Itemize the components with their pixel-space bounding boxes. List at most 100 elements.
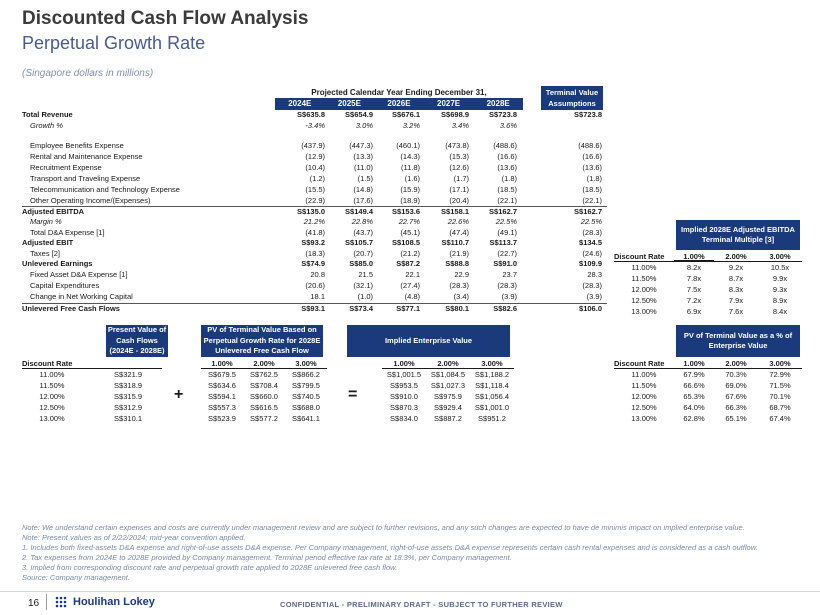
table-cell: 68.7%: [769, 403, 791, 412]
footnotes: Note: We understand certain expenses and…: [22, 523, 758, 583]
iev-header: Implied Enterprise Value: [347, 325, 510, 357]
discount-rate: 12.00%: [39, 392, 65, 401]
terminal-value: 22.5%: [580, 217, 602, 226]
table-row: Fixed Asset D&A Expense [1] 20.8 21.5 22.1 2…: [22, 270, 607, 281]
table-cell: 6.9x: [686, 307, 702, 316]
row-label: Telecommunication and Technology Expense: [30, 185, 180, 194]
row-value: (47.4): [449, 228, 469, 237]
table-row: Growth % -3.4% 3.0% 3.2% 3.4% 3.6%: [22, 121, 607, 132]
table-row: Adjusted EBIT S$93.2 S$105.7 S$108.5 S$110.7…: [22, 238, 607, 249]
table-row: S$1,001.5 S$1,084.5 S$1,188.2: [382, 369, 514, 380]
row-value: 21.5: [358, 270, 373, 279]
row-value: S$113.7: [489, 238, 517, 247]
row-value: S$135.0: [297, 207, 325, 216]
row-value: (28.3): [449, 281, 469, 290]
row-value: (17.6): [353, 196, 373, 205]
table-row: S$870.3 S$929.4 S$1,001.0: [382, 402, 514, 413]
row-value: (17.1): [449, 185, 469, 194]
row-label: Transport and Traveling Expense: [30, 174, 141, 183]
table-row: S$557.3 S$616.5 S$688.0: [201, 402, 327, 413]
table-row: 12.50% 64.0% 66.3% 68.7%: [614, 402, 802, 413]
terminal-value: (28.3): [582, 228, 602, 237]
table-row: 11.50% S$318.9: [22, 380, 162, 391]
table-cell: S$688.0: [292, 403, 320, 412]
table-cell: S$866.2: [292, 370, 320, 379]
table-cell: 64.0%: [683, 403, 705, 412]
discount-rate: 11.50%: [39, 381, 65, 390]
row-label: Rental and Maintenance Expense: [30, 152, 143, 161]
table-row: S$953.5 S$1,027.3 S$1,118.4: [382, 380, 514, 391]
table-cell: S$953.5: [390, 381, 418, 390]
row-value: S$82.6: [493, 304, 517, 313]
table-cell: 67.4%: [769, 414, 791, 423]
terminal-value: (16.6): [582, 152, 602, 161]
row-value: S$93.1: [301, 304, 325, 313]
growth-col: 1.00%: [674, 251, 714, 261]
row-value: S$87.2: [396, 259, 420, 268]
table-row: 13.00% 62.8% 65.1% 67.4%: [614, 413, 802, 424]
footnote: Source: Company management.: [22, 573, 130, 582]
discount-rate: 11.00%: [631, 370, 657, 379]
iev-table: 1.00% 2.00% 3.00% S$1,001.5 S$1,084.5 S$1,…: [382, 358, 514, 424]
row-value: 22.8%: [351, 217, 373, 226]
row-value: (473.8): [445, 141, 469, 150]
footnote: Note: Present values as of 2/22/2024; mi…: [22, 533, 246, 542]
discount-rate: 12.00%: [631, 392, 657, 401]
table-row: Employee Benefits Expense (437.9) (447.3) (…: [22, 141, 607, 152]
row-value: (15.3): [449, 152, 469, 161]
table-cell: 71.5%: [769, 381, 791, 390]
row-value: (20.7): [353, 249, 373, 258]
row-value: (3.9): [501, 292, 517, 301]
row-value: (4.8): [404, 292, 420, 301]
row-value: (27.4): [400, 281, 420, 290]
row-value: (21.9): [449, 249, 469, 258]
row-value: S$149.4: [345, 207, 373, 216]
table-cell: S$634.6: [208, 381, 236, 390]
table-cell: S$1,118.4: [475, 381, 509, 390]
row-value: (13.3): [353, 152, 373, 161]
row-label: Growth %: [30, 121, 63, 130]
row-value: S$698.9: [441, 110, 469, 119]
table-cell: S$577.2: [250, 414, 278, 423]
table-cell: S$1,001.5: [386, 370, 422, 379]
row-value: (14.3): [400, 152, 420, 161]
row-value: S$654.9: [345, 110, 373, 119]
terminal-value: S$723.8: [574, 110, 602, 119]
table-row: S$834.0 S$887.2 S$951.2: [382, 413, 514, 424]
discount-rate: 11.50%: [631, 274, 657, 283]
terminal-value-header: Terminal Value Assumptions: [541, 86, 603, 110]
table-cell: S$762.5: [250, 370, 278, 379]
footnote: Note: We understand certain expenses and…: [22, 523, 745, 532]
table-row: Unlevered Free Cash Flows S$93.1 S$73.4 S$7…: [22, 303, 607, 314]
row-value: 23.7: [502, 270, 517, 279]
row-value: (11.8): [400, 163, 420, 172]
table-row: Total D&A Expense [1] (41.8) (43.7) (45.1) (…: [22, 228, 607, 239]
row-value: 18.1: [310, 292, 325, 301]
table-cell: 65.3%: [683, 392, 705, 401]
table-row: Telecommunication and Technology Expense…: [22, 185, 607, 196]
growth-col: 1.00%: [683, 359, 705, 368]
table-cell: S$975.9: [434, 392, 462, 401]
row-value: (3.4): [453, 292, 469, 301]
table-cell: S$641.1: [292, 414, 320, 423]
table-cell: 69.0%: [725, 381, 747, 390]
row-value: (12.9): [305, 152, 325, 161]
year-header: 2025E: [337, 99, 361, 108]
table-cell: S$1,084.5: [430, 370, 466, 379]
row-value: (14.8): [353, 185, 373, 194]
table-cell: 67.6%: [725, 392, 747, 401]
table-row: S$594.1 S$660.0 S$740.5: [201, 391, 327, 402]
terminal-value: (18.5): [582, 185, 602, 194]
year-header: 2027E: [437, 99, 461, 108]
discount-rate: 11.50%: [631, 381, 657, 390]
table-cell: S$310.1: [114, 414, 142, 423]
row-label: Employee Benefits Expense: [30, 141, 124, 150]
table-cell: S$321.9: [114, 370, 142, 379]
row-value: (15.9): [400, 185, 420, 194]
table-row: S$634.6 S$708.4 S$799.5: [201, 380, 327, 391]
terminal-value: (24.6): [582, 249, 602, 258]
table-row: Margin % 21.2% 22.8% 22.7% 22.6% 22.5% 22.5%: [22, 217, 607, 228]
table-cell: 7.6x: [728, 307, 744, 316]
row-value: (18.9): [400, 196, 420, 205]
row-value: (18.3): [305, 249, 325, 258]
